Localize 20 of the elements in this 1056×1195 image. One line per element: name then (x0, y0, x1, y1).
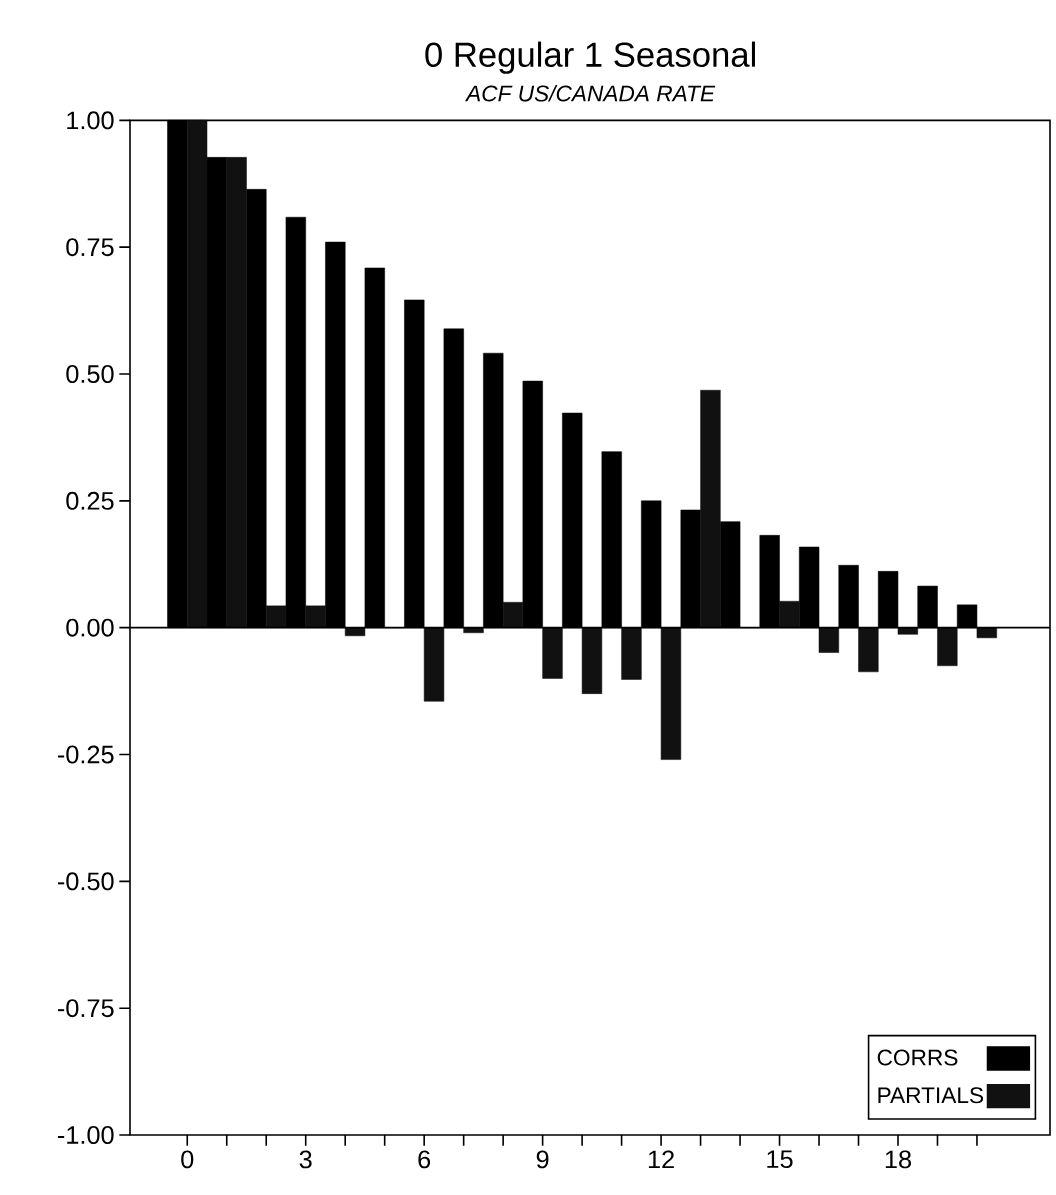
x-tick-label: 15 (767, 1150, 793, 1169)
chart-title: 0 Regular 1 Seasonal (425, 41, 755, 74)
y-tick-label: -0.50 (58, 872, 114, 891)
y-tick-label: 0.75 (66, 238, 114, 257)
x-tick-label: 3 (299, 1150, 312, 1169)
legend-label: PARTIALS (878, 1087, 984, 1104)
x-tick-label: 6 (418, 1150, 431, 1169)
y-tick-label: 0.00 (66, 618, 114, 637)
x-tick-label: 9 (536, 1150, 549, 1169)
y-tick-label: 0.50 (66, 365, 114, 383)
y-tick-label: -1.00 (58, 1126, 114, 1144)
y-tick-label: -0.75 (58, 999, 114, 1018)
x-tick-label: 12 (648, 1150, 674, 1169)
y-tick-label: -0.25 (58, 745, 114, 764)
legend-label: CORRS (877, 1049, 958, 1066)
x-tick-label: 0 (181, 1150, 194, 1169)
y-tick-label: 1.00 (67, 111, 114, 130)
y-tick-label: 0.25 (66, 491, 114, 510)
x-tick-label: 18 (885, 1150, 911, 1169)
chart-subtitle: ACF US/CANADA RATE (464, 84, 716, 102)
